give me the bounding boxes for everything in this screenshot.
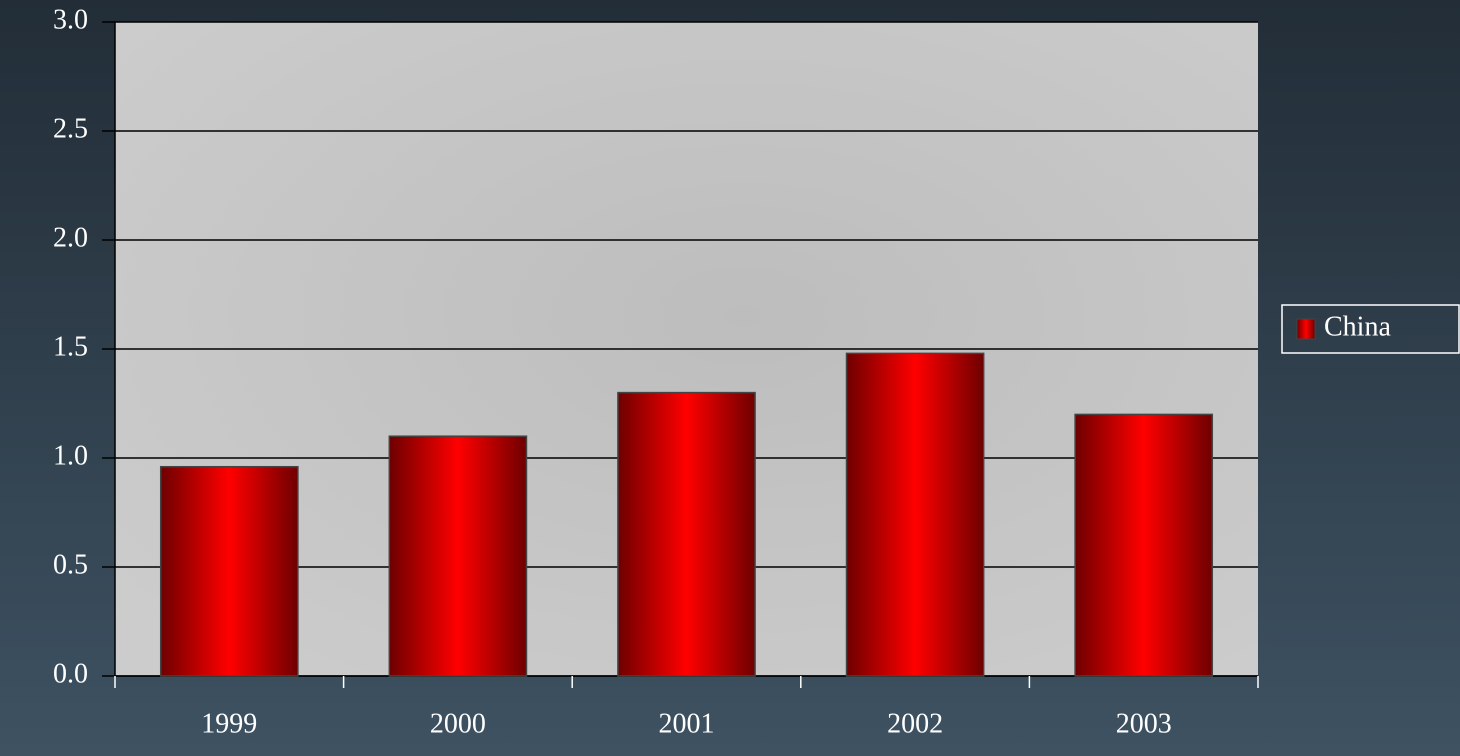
y-tick-label: 2.5	[53, 113, 88, 144]
y-tick-label: 1.5	[53, 331, 88, 362]
bar	[388, 435, 528, 677]
bar	[617, 391, 756, 677]
bar	[845, 352, 985, 677]
bar	[159, 465, 299, 677]
y-tick-label: 3.0	[53, 4, 88, 35]
y-tick-label: 0.5	[53, 549, 88, 580]
legend-swatch	[1296, 318, 1316, 340]
x-tick-label: 2000	[430, 708, 486, 739]
legend-label: China	[1324, 311, 1391, 342]
x-tick-label: 1999	[201, 708, 257, 739]
legend-box	[1281, 304, 1460, 354]
x-tick-label: 2001	[659, 708, 715, 739]
y-tick-label: 0.0	[53, 658, 88, 689]
bar	[1074, 413, 1214, 677]
x-tick-label: 2003	[1116, 708, 1172, 739]
x-tick-label: 2002	[887, 708, 943, 739]
y-tick-label: 1.0	[53, 440, 88, 471]
y-tick-label: 2.0	[53, 222, 88, 253]
